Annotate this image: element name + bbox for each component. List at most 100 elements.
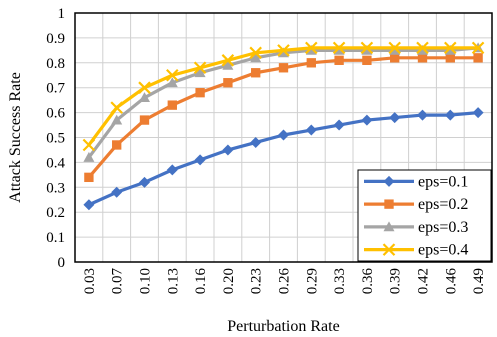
data-point — [138, 81, 151, 94]
data-point — [473, 53, 483, 63]
y-axis: 0 0.1 0.2 0.3 0.4 0.5 0.6 0.7 0.8 0.9 1 — [46, 6, 65, 271]
legend-item: eps=0.3 — [364, 219, 468, 236]
series-eps=0.3 — [83, 42, 484, 162]
x-tick-label: 0.29 — [304, 268, 320, 294]
data-point — [472, 107, 484, 119]
x-tick-label: 0.36 — [360, 268, 376, 295]
data-point — [221, 54, 235, 67]
data-point — [139, 115, 150, 125]
legend-box — [357, 169, 492, 262]
data-point — [112, 140, 122, 150]
legend-item: eps=0.2 — [364, 196, 468, 213]
data-point — [222, 59, 234, 70]
data-point — [167, 100, 177, 110]
y-axis-title: Attack Success Rate — [7, 72, 24, 203]
plot-area-frame — [74, 12, 493, 263]
data-point — [361, 114, 373, 126]
data-point — [110, 101, 123, 114]
data-point — [390, 53, 400, 63]
x-tick-label: 0.49 — [471, 268, 487, 294]
data-point — [305, 44, 317, 55]
data-point — [417, 109, 428, 121]
y-tick-label: 0.4 — [46, 155, 65, 171]
data-point — [360, 41, 374, 55]
data-point — [445, 53, 455, 63]
data-point — [195, 88, 205, 98]
y-tick-label: 0.5 — [46, 131, 65, 147]
data-point — [471, 41, 485, 55]
data-point — [305, 41, 318, 55]
x-tick-label: 0.07 — [110, 268, 126, 295]
data-point — [389, 112, 401, 124]
data-point — [417, 44, 428, 55]
y-tick-label: 0.9 — [46, 31, 65, 47]
data-point — [249, 46, 262, 60]
data-point — [417, 53, 428, 63]
data-point — [332, 41, 346, 55]
y-tick-label: 0.1 — [46, 230, 65, 246]
data-point — [194, 67, 206, 78]
data-point — [277, 44, 290, 57]
legend-label: eps=0.2 — [418, 196, 468, 213]
x-tick-label: 0.42 — [416, 268, 432, 294]
data-point — [305, 124, 317, 136]
y-tick-label: 0.3 — [46, 180, 65, 196]
data-point — [193, 61, 207, 75]
y-tick-label: 1 — [58, 6, 66, 22]
data-point — [333, 119, 345, 131]
legend-item: eps=0.1 — [364, 173, 468, 190]
legend: eps=0.1 eps=0.2 eps=0.3 eps=0.4 — [357, 169, 492, 262]
series-eps=0.4 — [82, 41, 485, 152]
data-point — [84, 172, 94, 183]
data-point — [444, 44, 456, 55]
data-point — [278, 47, 289, 58]
data-point — [444, 41, 457, 55]
data-point — [139, 92, 150, 103]
data-point — [83, 151, 95, 162]
data-point — [383, 221, 395, 232]
data-point — [139, 176, 150, 188]
x-tick-label: 0.13 — [165, 268, 181, 294]
x-axis: 0.03 0.07 0.10 0.13 0.16 0.20 0.23 0.26 0.29 0.33… — [82, 268, 487, 295]
data-point — [416, 41, 429, 55]
data-point — [389, 44, 401, 55]
data-point — [223, 78, 233, 88]
data-point — [361, 44, 373, 55]
legend-label: eps=0.4 — [418, 242, 468, 259]
data-point — [250, 52, 262, 63]
x-tick-label: 0.10 — [138, 268, 154, 294]
x-tick-label: 0.16 — [193, 268, 209, 295]
x-tick-label: 0.33 — [332, 268, 348, 294]
data-point — [444, 109, 456, 121]
data-point — [382, 243, 396, 256]
x-axis-title: Perturbation Rate — [227, 318, 339, 335]
data-point — [166, 77, 178, 88]
data-point — [111, 114, 123, 125]
series-eps=0.1 — [83, 107, 484, 211]
data-point — [166, 164, 178, 176]
x-tick-label: 0.23 — [249, 268, 265, 294]
legend-label: eps=0.3 — [418, 219, 468, 236]
data-point — [83, 199, 95, 211]
series-eps=0.2 — [84, 53, 483, 183]
data-point — [250, 136, 262, 148]
data-point — [222, 144, 234, 156]
series-layer — [82, 41, 485, 211]
data-point — [278, 63, 289, 73]
data-point — [194, 154, 206, 166]
data-point — [384, 199, 394, 209]
y-tick-label: 0.7 — [46, 81, 65, 97]
data-point — [278, 129, 289, 141]
data-point — [111, 186, 123, 198]
data-point — [306, 58, 316, 68]
x-tick-label: 0.03 — [82, 268, 98, 294]
x-tick-label: 0.26 — [277, 268, 293, 295]
y-tick-label: 0.8 — [46, 56, 65, 72]
y-tick-label: 0 — [58, 255, 66, 271]
y-tick-label: 0.2 — [46, 205, 65, 221]
x-tick-label: 0.20 — [221, 268, 237, 294]
data-point — [166, 68, 179, 82]
y-tick-label: 0.6 — [46, 106, 65, 122]
